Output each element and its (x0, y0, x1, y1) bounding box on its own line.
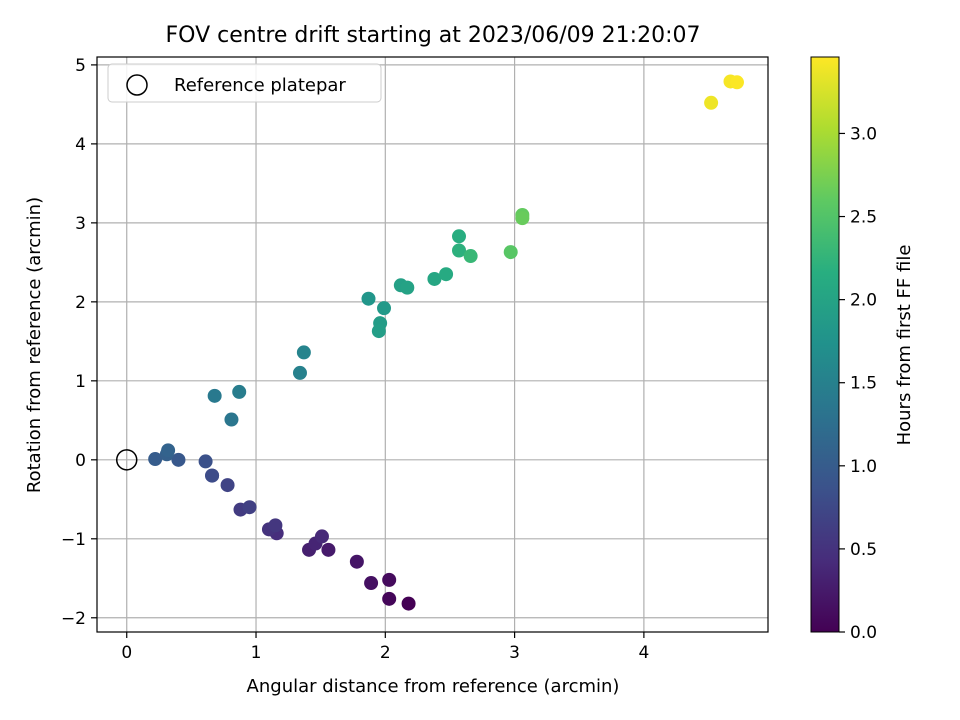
reference-platepar-marker (115, 449, 138, 471)
legend: Reference platepar (107, 63, 382, 103)
data-point (205, 468, 220, 483)
y-axis-ticks: −2 −1 0 1 2 3 4 5 (61, 56, 97, 629)
data-point (161, 443, 176, 458)
data-point (207, 388, 222, 403)
data-point (349, 554, 364, 569)
x-axis-ticks: 0 1 2 3 4 (121, 632, 649, 663)
colorbar-tick-label: 1.0 (850, 457, 877, 477)
reference-marker-layer (115, 449, 138, 471)
data-point (503, 245, 518, 260)
data-points (148, 74, 744, 611)
data-point (242, 500, 257, 515)
data-point (401, 596, 416, 611)
data-point (148, 452, 163, 467)
data-point (463, 249, 478, 264)
data-point (268, 518, 283, 533)
x-tick-label: 1 (251, 643, 262, 663)
data-point (515, 211, 530, 226)
data-point (361, 291, 376, 306)
colorbar-tick-label: 1.5 (850, 374, 877, 394)
y-tick-label: 4 (75, 135, 86, 155)
y-tick-label: 1 (75, 372, 86, 392)
colorbar-label: Hours from first FF file (894, 245, 915, 446)
legend-box (107, 63, 382, 103)
data-point (729, 75, 744, 90)
data-point (232, 384, 247, 399)
y-tick-label: −1 (61, 530, 86, 550)
data-point (377, 301, 392, 316)
data-point (321, 542, 336, 557)
legend-reference-marker (126, 74, 148, 96)
x-tick-label: 2 (380, 643, 391, 663)
data-point (314, 529, 329, 544)
data-point (452, 243, 467, 258)
colorbar-tick-label: 2.5 (850, 208, 877, 228)
y-tick-label: 2 (75, 293, 86, 313)
y-tick-label: 3 (75, 214, 86, 234)
data-point (296, 345, 311, 360)
colorbar (810, 56, 840, 633)
y-tick-label: 5 (75, 56, 86, 76)
data-point (292, 365, 307, 380)
colorbar-tick-label: 0.5 (850, 540, 877, 560)
data-point (452, 229, 467, 244)
x-tick-label: 4 (638, 643, 649, 663)
y-tick-label: 0 (75, 451, 86, 471)
x-tick-label: 3 (509, 643, 520, 663)
data-point (382, 572, 397, 587)
data-point (400, 280, 415, 295)
x-tick-label: 0 (121, 643, 132, 663)
data-point (198, 454, 213, 469)
data-point (382, 591, 397, 606)
data-point (371, 324, 386, 339)
x-axis-label: Angular distance from reference (arcmin) (247, 676, 620, 697)
data-point (171, 452, 186, 467)
colorbar-ticks: 0.0 0.5 1.0 1.5 2.0 2.5 3.0 (839, 124, 877, 643)
colorbar-tick-label: 2.0 (850, 291, 877, 311)
chart-title: FOV centre drift starting at 2023/06/09 … (166, 23, 701, 48)
plot-area-frame (96, 56, 769, 633)
y-axis-label: Rotation from reference (arcmin) (24, 197, 45, 493)
y-tick-label: −2 (61, 609, 86, 629)
colorbar-tick-label: 3.0 (850, 124, 877, 144)
data-point (364, 576, 379, 591)
legend-entry-reference: Reference platepar (174, 75, 346, 96)
data-point (220, 478, 235, 493)
data-point (439, 267, 454, 282)
colorbar-tick-label: 0.0 (850, 623, 877, 643)
grid-lines (97, 57, 768, 632)
data-point (427, 271, 442, 286)
data-point (704, 95, 719, 110)
data-point (224, 412, 239, 427)
